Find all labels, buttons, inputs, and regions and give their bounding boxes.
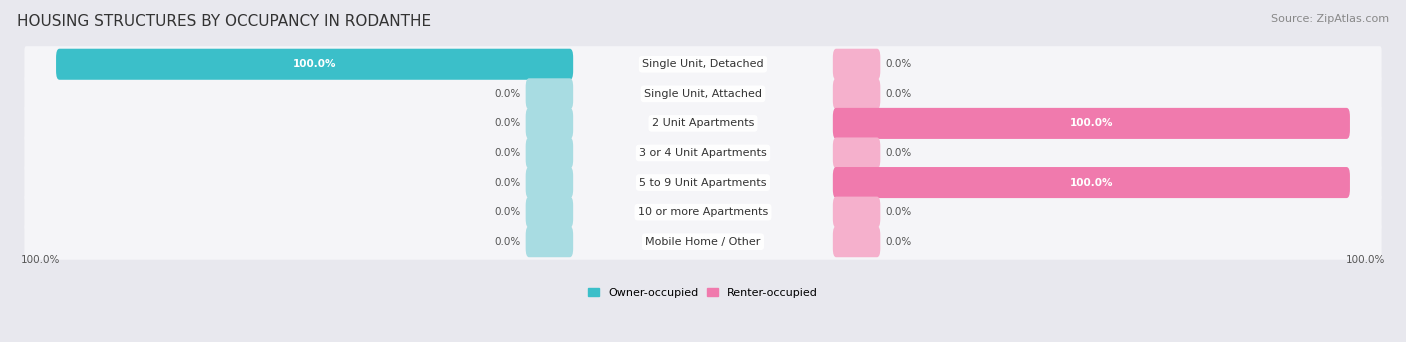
FancyBboxPatch shape xyxy=(526,197,574,228)
FancyBboxPatch shape xyxy=(24,105,1382,142)
FancyBboxPatch shape xyxy=(832,226,880,257)
FancyBboxPatch shape xyxy=(526,108,574,139)
Text: 0.0%: 0.0% xyxy=(886,207,912,217)
Text: 0.0%: 0.0% xyxy=(494,207,520,217)
Text: 0.0%: 0.0% xyxy=(494,118,520,128)
FancyBboxPatch shape xyxy=(526,137,574,169)
Text: 3 or 4 Unit Apartments: 3 or 4 Unit Apartments xyxy=(640,148,766,158)
FancyBboxPatch shape xyxy=(526,78,574,109)
Text: 0.0%: 0.0% xyxy=(886,148,912,158)
Text: 2 Unit Apartments: 2 Unit Apartments xyxy=(652,118,754,128)
FancyBboxPatch shape xyxy=(24,194,1382,230)
Text: 0.0%: 0.0% xyxy=(494,148,520,158)
Text: 0.0%: 0.0% xyxy=(494,89,520,99)
Text: 100.0%: 100.0% xyxy=(1070,177,1114,187)
FancyBboxPatch shape xyxy=(56,49,574,80)
Text: 10 or more Apartments: 10 or more Apartments xyxy=(638,207,768,217)
Text: 0.0%: 0.0% xyxy=(494,237,520,247)
FancyBboxPatch shape xyxy=(832,108,1350,139)
FancyBboxPatch shape xyxy=(24,224,1382,260)
Text: 0.0%: 0.0% xyxy=(494,177,520,187)
FancyBboxPatch shape xyxy=(832,137,880,169)
FancyBboxPatch shape xyxy=(832,197,880,228)
Text: Single Unit, Detached: Single Unit, Detached xyxy=(643,59,763,69)
Text: Source: ZipAtlas.com: Source: ZipAtlas.com xyxy=(1271,14,1389,24)
FancyBboxPatch shape xyxy=(526,167,574,198)
Text: 5 to 9 Unit Apartments: 5 to 9 Unit Apartments xyxy=(640,177,766,187)
FancyBboxPatch shape xyxy=(24,76,1382,112)
FancyBboxPatch shape xyxy=(24,165,1382,201)
Text: 100.0%: 100.0% xyxy=(21,255,60,265)
FancyBboxPatch shape xyxy=(832,78,880,109)
Text: 0.0%: 0.0% xyxy=(886,89,912,99)
Text: HOUSING STRUCTURES BY OCCUPANCY IN RODANTHE: HOUSING STRUCTURES BY OCCUPANCY IN RODAN… xyxy=(17,14,432,29)
FancyBboxPatch shape xyxy=(832,167,1350,198)
Text: 100.0%: 100.0% xyxy=(1346,255,1385,265)
Text: 0.0%: 0.0% xyxy=(886,59,912,69)
FancyBboxPatch shape xyxy=(24,46,1382,82)
Text: Mobile Home / Other: Mobile Home / Other xyxy=(645,237,761,247)
FancyBboxPatch shape xyxy=(526,226,574,257)
Text: Single Unit, Attached: Single Unit, Attached xyxy=(644,89,762,99)
FancyBboxPatch shape xyxy=(832,49,880,80)
Text: 0.0%: 0.0% xyxy=(886,237,912,247)
Text: 100.0%: 100.0% xyxy=(1070,118,1114,128)
FancyBboxPatch shape xyxy=(24,135,1382,171)
Legend: Owner-occupied, Renter-occupied: Owner-occupied, Renter-occupied xyxy=(583,283,823,302)
Text: 100.0%: 100.0% xyxy=(292,59,336,69)
